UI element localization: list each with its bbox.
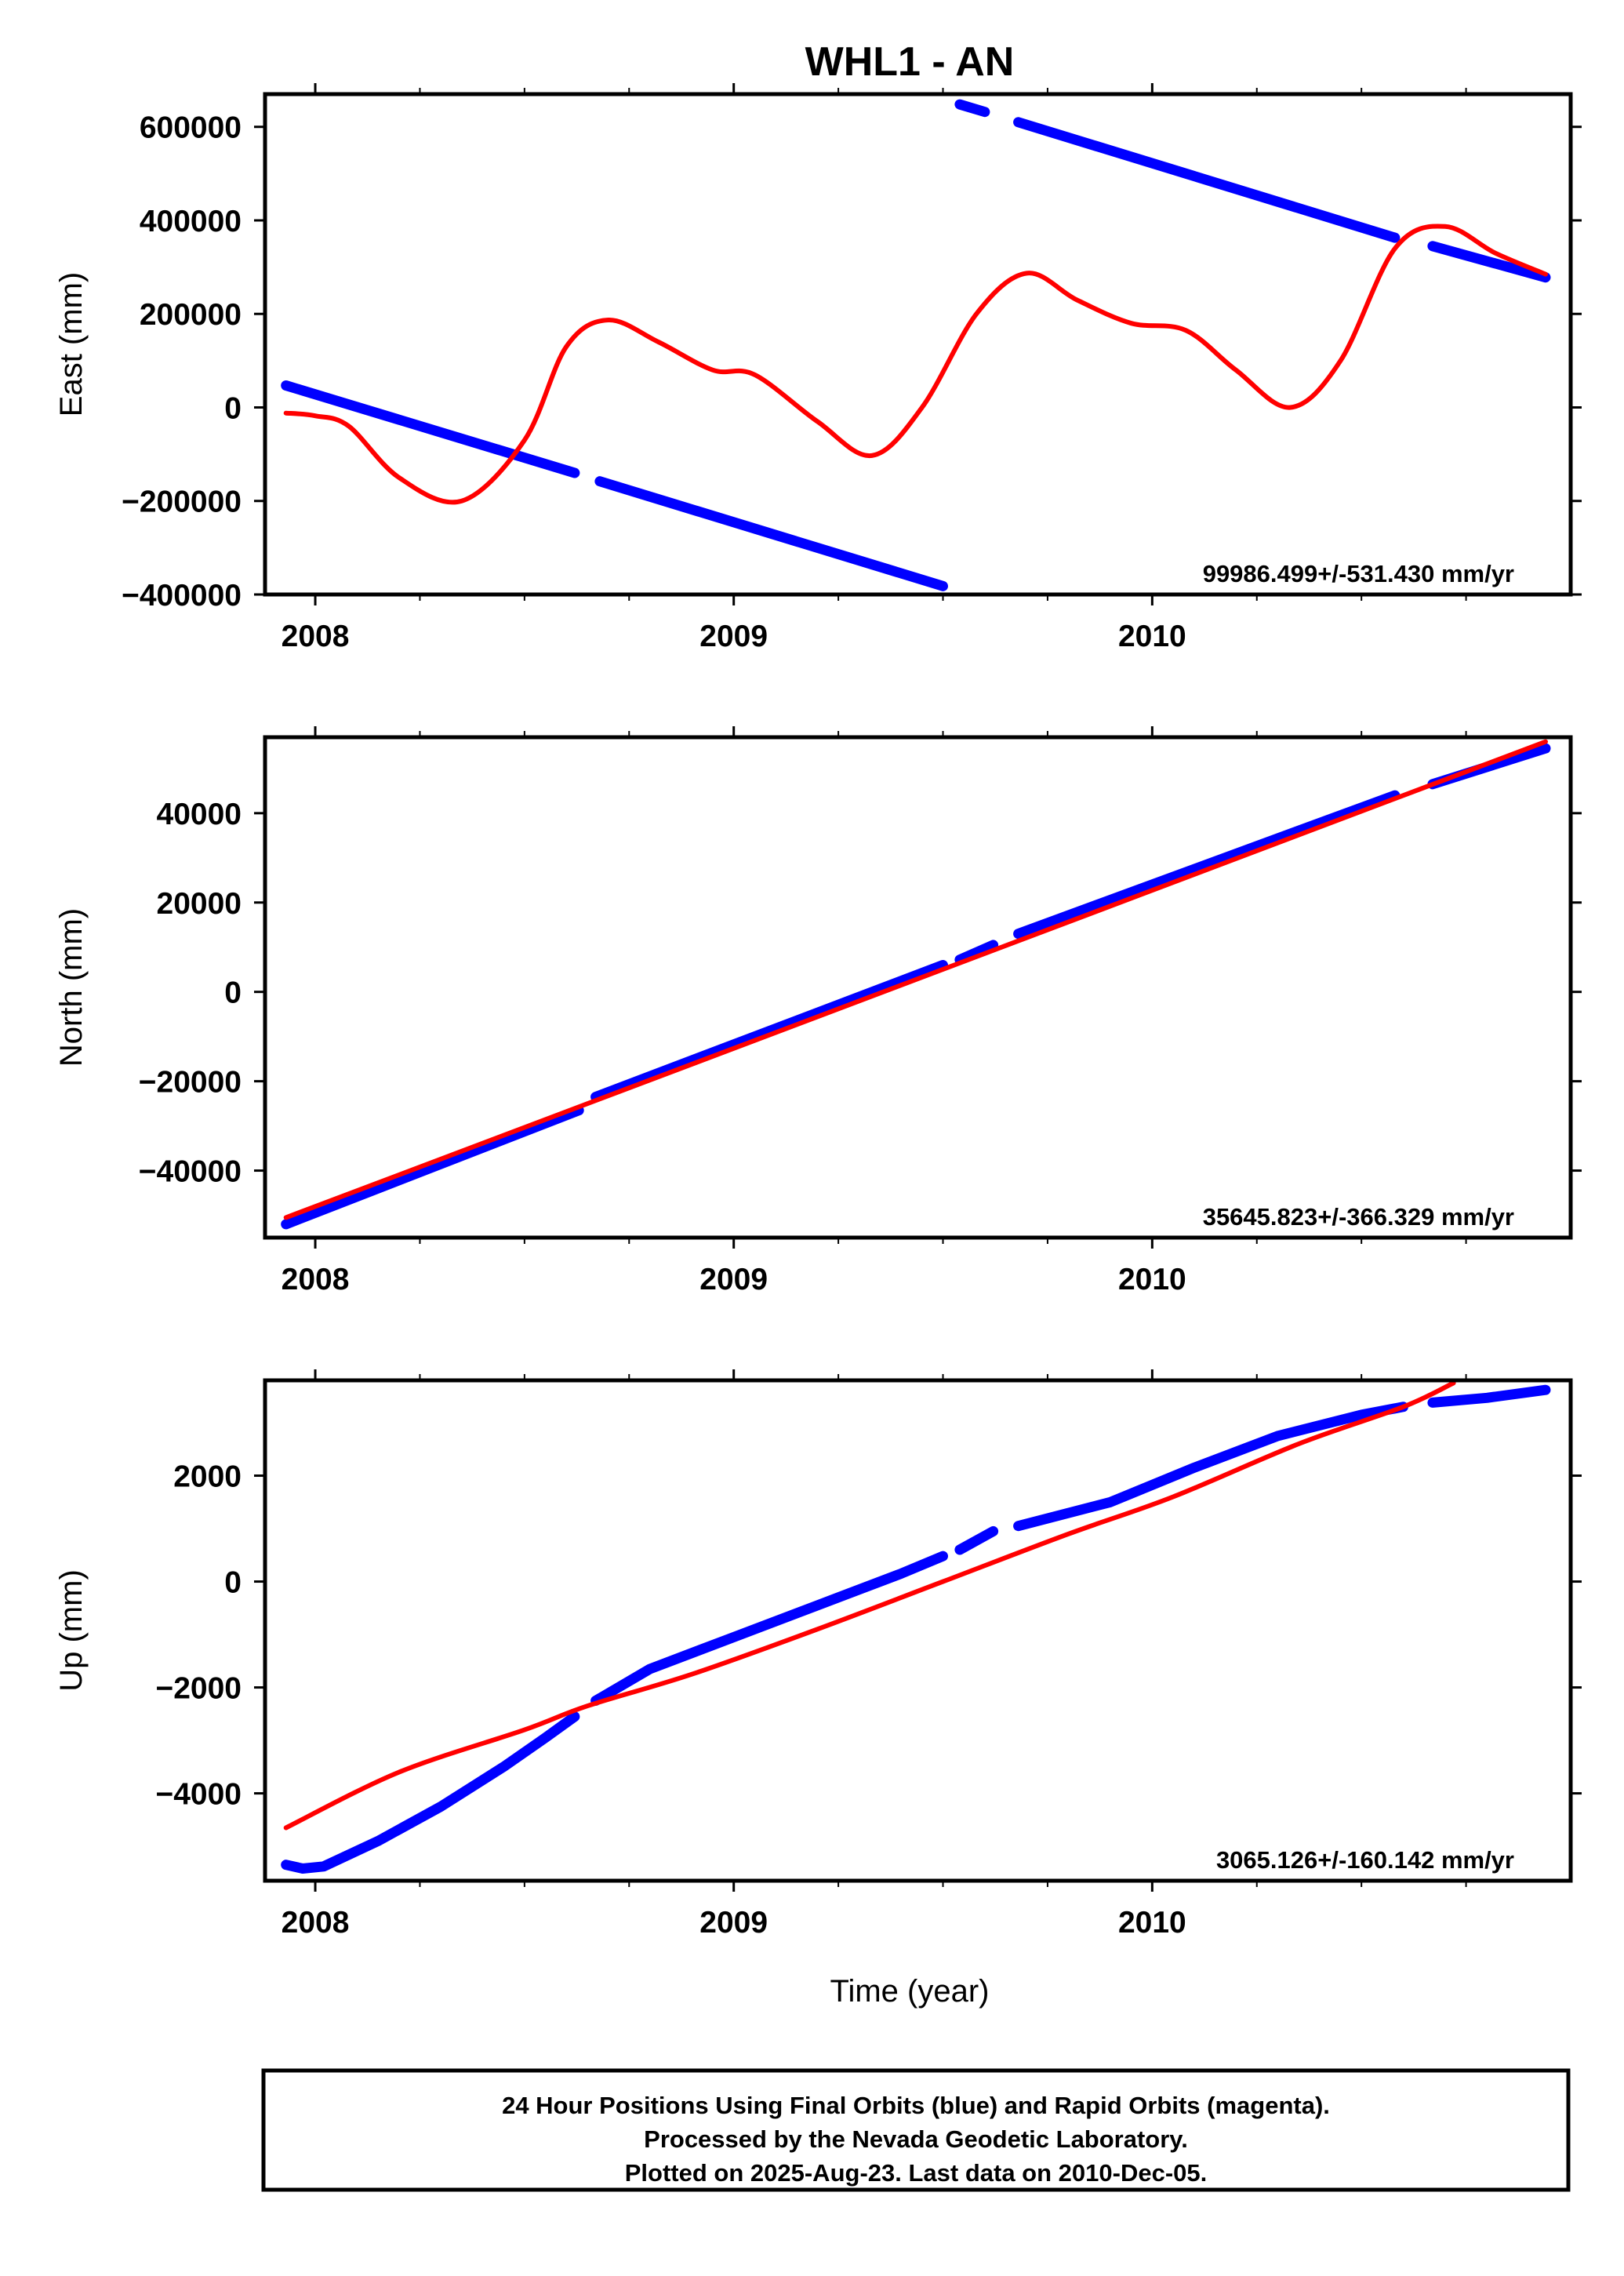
up-ytick-label: 2000 <box>173 1460 242 1494</box>
up-xtick-label: 2010 <box>1118 1906 1186 1940</box>
east-xtick-label: 2010 <box>1118 620 1186 653</box>
figure-title: WHL1 - AN <box>805 39 1015 85</box>
footer-box: 24 Hour Positions Using Final Orbits (bl… <box>261 2068 1571 2192</box>
east-data-segment-3 <box>1013 117 1401 243</box>
up-frame <box>263 1378 1573 1883</box>
up-ytick-label: 0 <box>224 1566 242 1600</box>
up-ytick-label: −2000 <box>155 1672 242 1706</box>
east-frame <box>263 92 1573 597</box>
north-y-axis-label: North (mm) <box>54 908 89 1067</box>
x-axis-label: Time (year) <box>830 1974 990 2009</box>
north-xtick-label: 2008 <box>282 1263 350 1296</box>
north-ytick-label: −40000 <box>139 1155 242 1189</box>
east-data-segment-4 <box>1427 241 1551 283</box>
north-data-segment-2 <box>954 940 999 965</box>
north-data-segment-3 <box>1013 790 1401 940</box>
north-ytick-label: 40000 <box>157 798 242 831</box>
footer-line-3: Plotted on 2025-Aug-23. Last data on 201… <box>625 2159 1208 2187</box>
north-rate-label: 35645.823+/-366.329 mm/yr <box>1203 1203 1514 1231</box>
up-data-segment-1 <box>590 1551 948 1706</box>
east-y-axis-label: East (mm) <box>54 272 89 416</box>
up-data-segment-0 <box>281 1711 580 1874</box>
north-data-segment-0 <box>281 1105 584 1230</box>
east-data-segment-2 <box>954 99 990 118</box>
east-xtick-label: 2009 <box>699 620 768 653</box>
panel-north: 40000 20000 0 −20000 −40000 2008 2009 2010 North… <box>54 726 1582 1296</box>
east-plot-area <box>281 99 1551 591</box>
up-ytick-label: −4000 <box>155 1778 242 1812</box>
up-model-line <box>283 1380 1456 1831</box>
up-xtick-label: 2009 <box>699 1906 768 1940</box>
east-ytick-label: 400000 <box>140 205 242 238</box>
panel-east: 600000 400000 200000 0 −200000 −400000 2008 200… <box>54 83 1582 653</box>
footer-frame <box>261 2068 1571 2192</box>
east-ytick-label: −400000 <box>122 579 242 613</box>
east-ytick-label: 0 <box>224 391 242 425</box>
up-data-segment-2 <box>954 1525 999 1555</box>
north-xtick-label: 2010 <box>1118 1263 1186 1296</box>
footer-line-1: 24 Hour Positions Using Final Orbits (bl… <box>502 2092 1330 2119</box>
east-data-segment-1 <box>594 476 948 591</box>
panel-up: 2000 0 −2000 −4000 2008 2009 2010 Up (mm) 3065.1… <box>54 1369 1582 1940</box>
north-xtick-label: 2009 <box>699 1263 768 1296</box>
east-data-segment-0 <box>281 380 580 478</box>
north-ytick-label: 0 <box>224 976 242 1010</box>
north-ytick-label: 20000 <box>157 887 242 921</box>
north-frame <box>263 735 1573 1240</box>
footer-line-2: Processed by the Nevada Geodetic Laborat… <box>644 2125 1188 2153</box>
east-ytick-label: −200000 <box>122 485 242 519</box>
east-ytick-label: 600000 <box>140 111 242 145</box>
east-model-line <box>283 224 1548 505</box>
north-plot-area <box>281 739 1551 1230</box>
east-ytick-label: 200000 <box>140 298 242 332</box>
up-data-segment-3 <box>1013 1402 1408 1532</box>
up-data-segment-4 <box>1427 1384 1551 1408</box>
up-xtick-label: 2008 <box>282 1906 350 1940</box>
north-model-line <box>283 739 1548 1220</box>
north-data-segment-1 <box>590 960 948 1103</box>
east-xtick-label: 2008 <box>282 620 350 653</box>
north-ytick-label: −20000 <box>139 1066 242 1100</box>
up-y-axis-label: Up (mm) <box>54 1569 89 1692</box>
up-rate-label: 3065.126+/-160.142 mm/yr <box>1216 1846 1514 1874</box>
east-rate-label: 99986.499+/-531.430 mm/yr <box>1203 560 1514 587</box>
up-plot-area <box>281 1380 1551 1874</box>
